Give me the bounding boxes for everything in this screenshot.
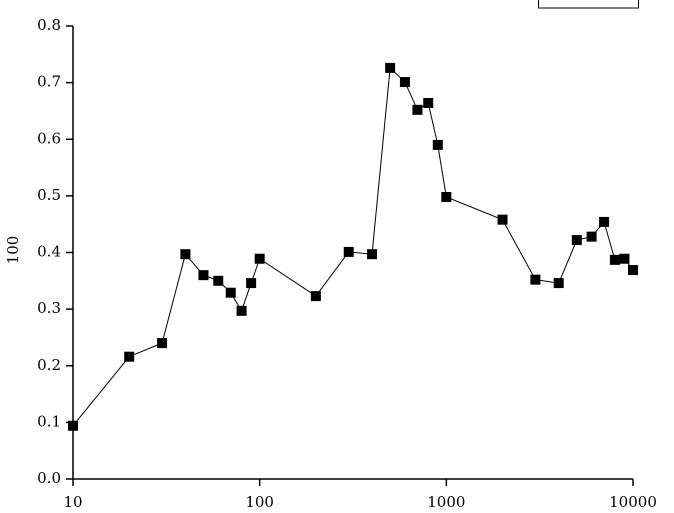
y-tick-label: 0.5: [37, 186, 61, 204]
marker: [609, 254, 620, 265]
marker: [236, 305, 247, 316]
marker: [180, 249, 191, 260]
marker: [553, 278, 564, 289]
y-tick-label: 0.0: [37, 469, 61, 487]
marker: [441, 192, 452, 203]
marker: [213, 275, 224, 286]
legend-box: [538, 0, 639, 9]
marker: [68, 420, 78, 431]
series-line: [72, 66, 634, 427]
x-tick-label: 10: [63, 493, 82, 511]
marker: [571, 235, 582, 246]
marker: [432, 139, 443, 150]
marker: [367, 249, 378, 260]
marker: [423, 98, 434, 109]
marker: [124, 351, 135, 362]
marker: [412, 104, 423, 115]
legend-label: 100: [600, 0, 629, 4]
marker: [586, 231, 597, 242]
y-tick-label: 0.3: [37, 299, 61, 317]
marker: [385, 62, 396, 73]
marker: [246, 278, 257, 289]
y-tick-label: 0.8: [37, 16, 61, 34]
marker: [157, 338, 168, 349]
marker: [497, 214, 508, 225]
marker: [225, 287, 236, 298]
marker: [599, 216, 610, 227]
marker: [254, 253, 265, 264]
y-axis-label: 100: [4, 236, 22, 265]
marker: [198, 270, 209, 281]
y-tick-label: 0.6: [37, 129, 61, 147]
x-tick-label: 1000: [427, 493, 465, 511]
marker: [628, 265, 638, 276]
marker: [343, 246, 354, 257]
marker: [619, 253, 630, 264]
x-tick-label: 100: [245, 493, 274, 511]
y-tick-label: 0.2: [37, 356, 61, 374]
marker: [310, 291, 321, 302]
y-tick-label: 0.7: [37, 73, 61, 91]
marker: [399, 77, 410, 88]
marker: [530, 274, 541, 285]
y-tick-label: 0.1: [37, 412, 61, 430]
x-tick-label: 10000: [609, 493, 657, 511]
y-tick-label: 0.4: [37, 243, 61, 261]
